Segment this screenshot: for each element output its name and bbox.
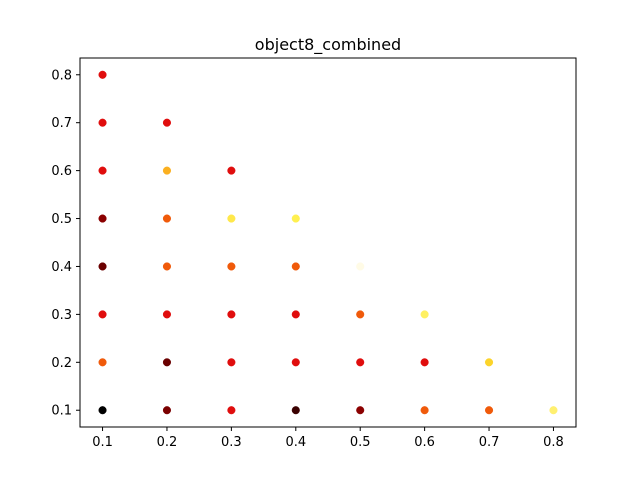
data-point [162,358,172,367]
data-point [227,214,236,223]
data-point [549,406,558,415]
x-tick-label: 0.7 [479,435,500,450]
data-point [162,262,172,271]
y-tick-label: 0.4 [51,260,72,275]
data-point [227,358,236,367]
y-tick-label: 0.7 [51,116,72,131]
data-point [420,310,429,319]
data-point [98,358,107,367]
data-point [162,214,172,223]
x-tick-label: 0.4 [285,435,306,450]
data-points [98,70,558,415]
x-axis: 0.1 0.2 0.3 0.4 0.5 0.6 0.7 0.8 [92,427,564,450]
data-point [98,262,107,271]
x-tick-label: 0.2 [157,435,178,450]
data-point [484,358,494,367]
x-tick-label: 0.6 [414,435,435,450]
data-point [291,214,300,223]
data-point [356,262,365,271]
y-tick-label: 0.2 [51,356,72,371]
data-point [356,406,365,415]
data-point [162,118,172,127]
data-point [98,406,107,415]
y-tick-label: 0.8 [51,68,72,83]
data-point [227,262,236,271]
data-point [162,406,172,415]
y-tick-label: 0.3 [51,308,72,323]
data-point [420,406,429,415]
data-point [356,358,365,367]
x-tick-label: 0.3 [221,435,242,450]
data-point [98,310,107,319]
data-point [420,358,429,367]
chart-title: object8_combined [255,35,401,55]
y-axis: 0.1 0.2 0.3 0.4 0.5 0.6 0.7 0.8 [51,68,80,419]
data-point [227,166,236,175]
x-tick-label: 0.8 [543,435,564,450]
y-tick-label: 0.1 [51,404,72,419]
data-point [98,166,107,175]
x-tick-label: 0.1 [92,435,113,450]
plot-frame [79,57,577,428]
data-point [227,310,236,319]
data-point [227,406,236,415]
data-point [291,262,300,271]
data-point [98,70,107,79]
data-point [484,406,494,415]
y-tick-label: 0.5 [51,212,72,227]
data-point [162,166,172,175]
data-point [291,406,300,415]
data-point [162,310,172,319]
y-tick-label: 0.6 [51,164,72,179]
data-point [98,118,107,127]
x-tick-label: 0.5 [350,435,371,450]
data-point [356,310,365,319]
data-point [291,310,300,319]
data-point [291,358,300,367]
data-point [98,214,107,223]
